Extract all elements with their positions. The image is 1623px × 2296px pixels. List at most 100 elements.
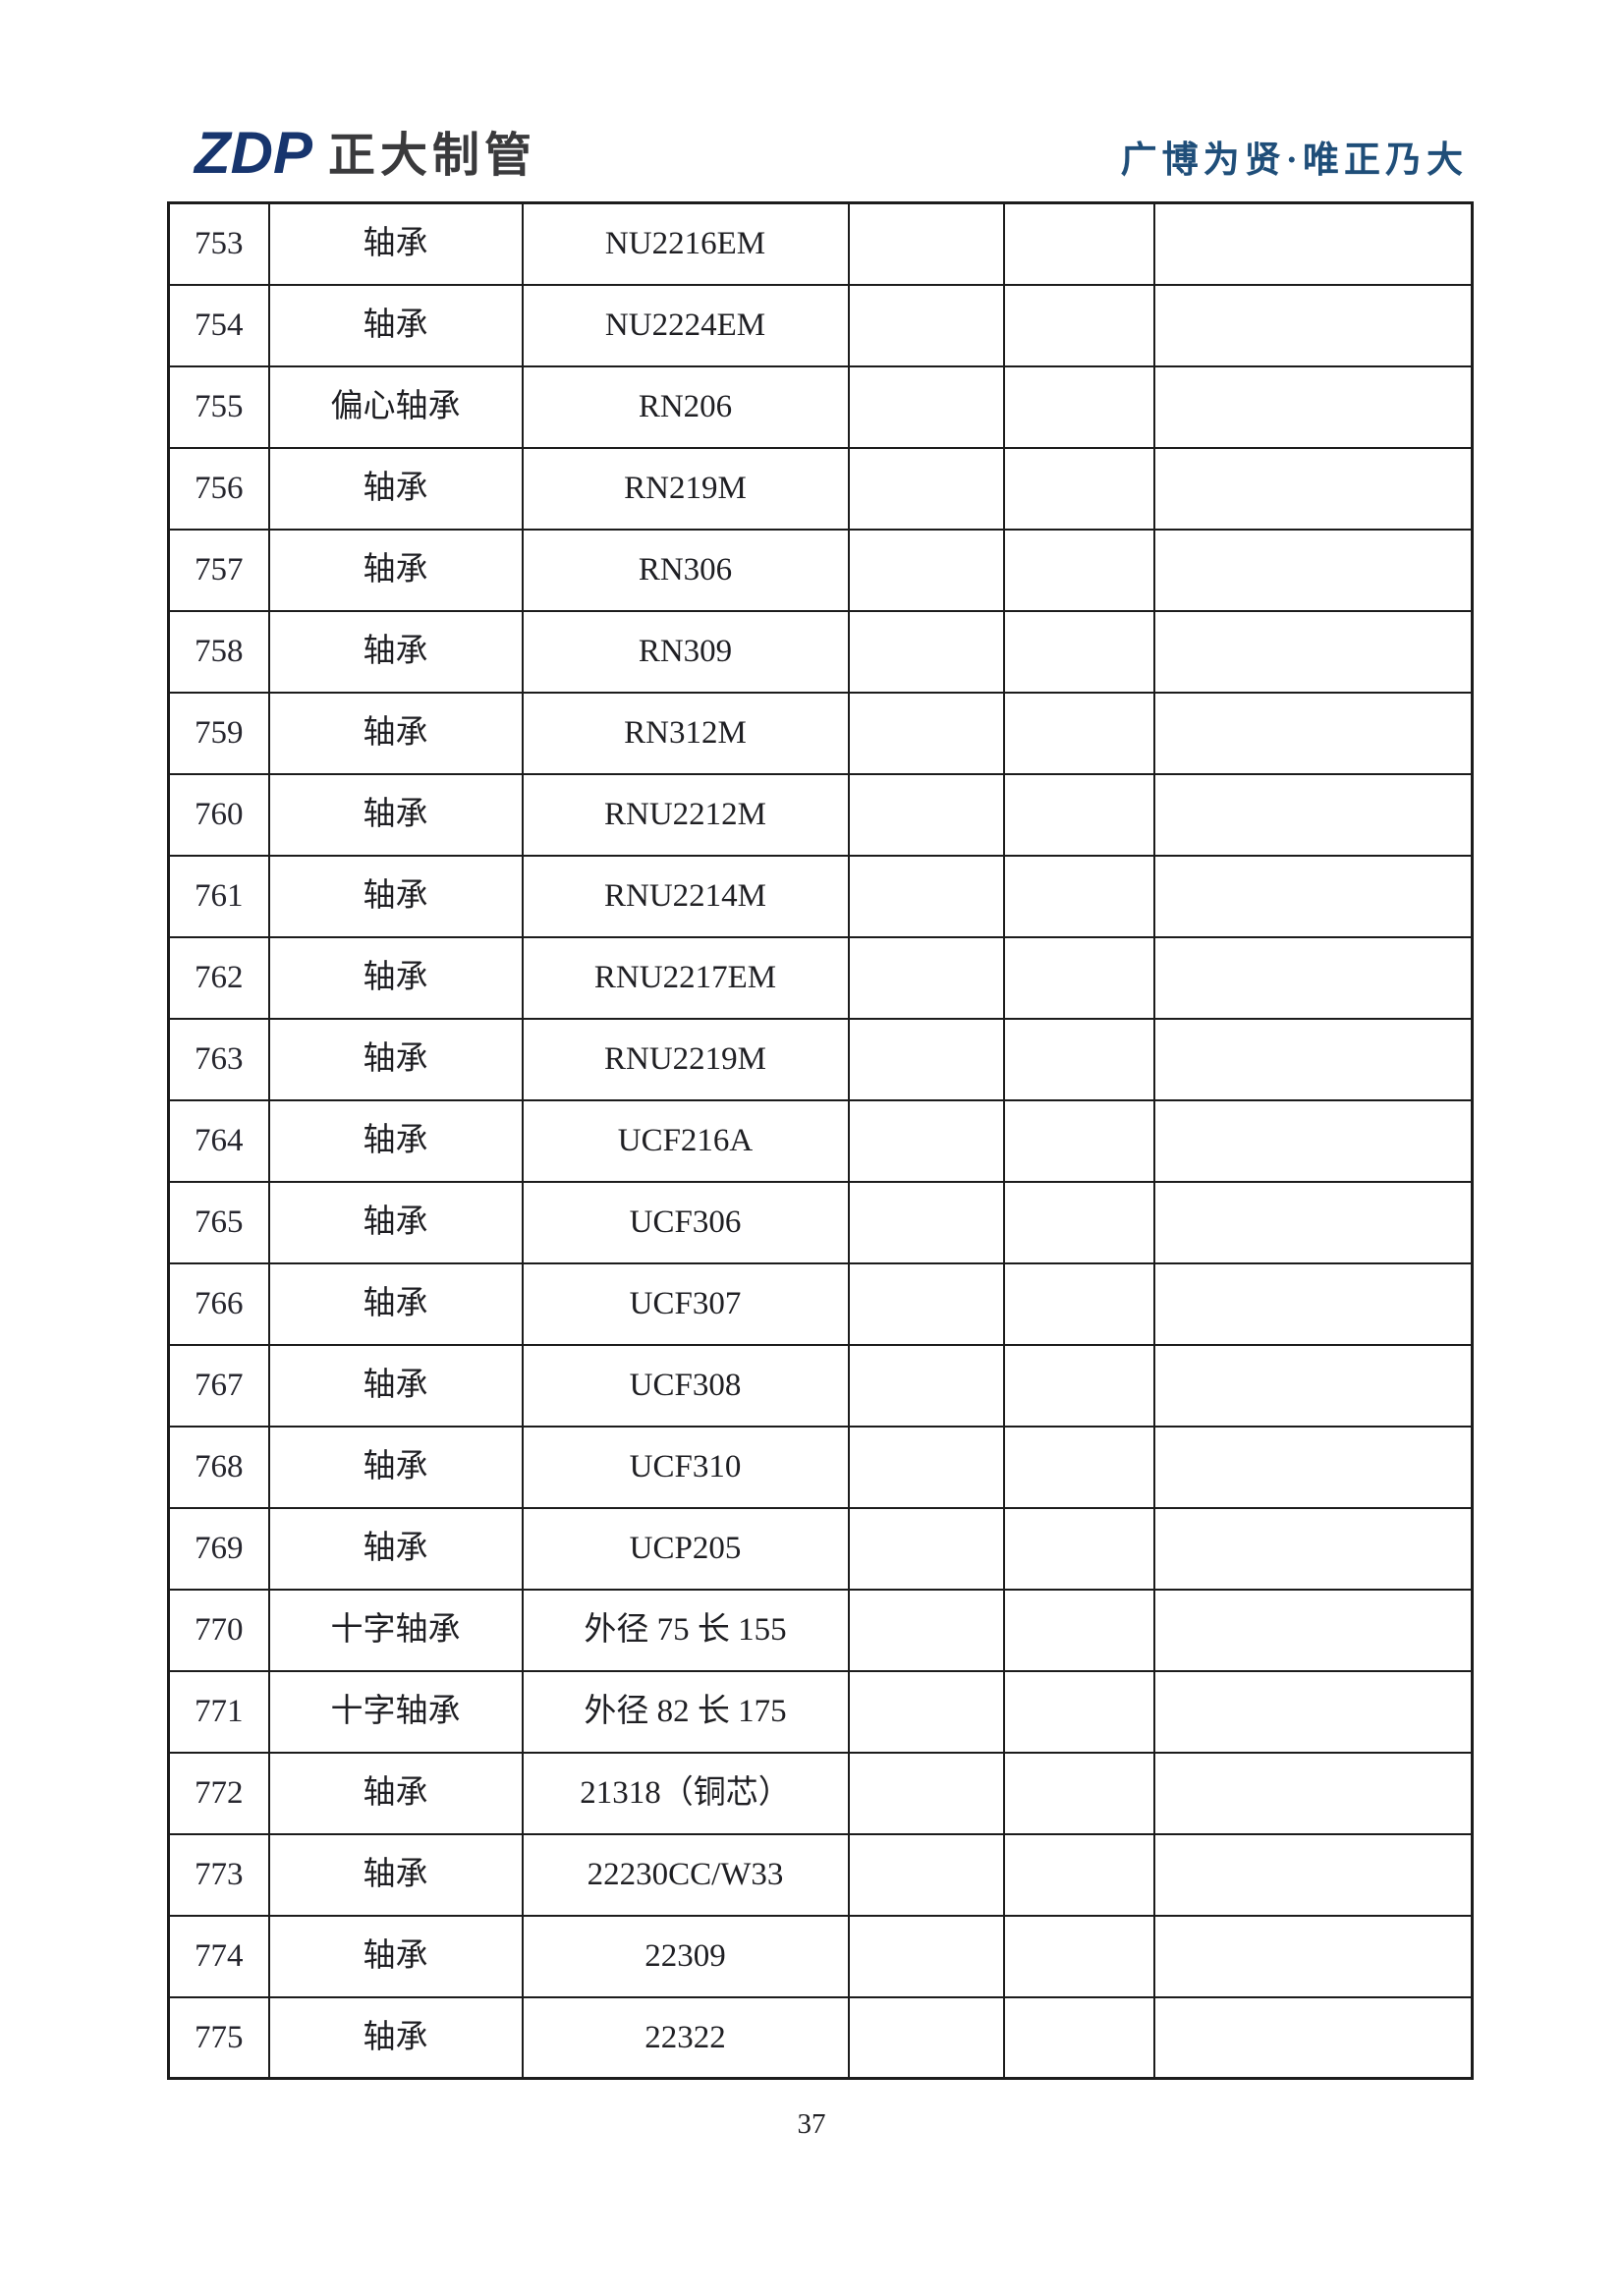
table-row: 759 轴承 RN312M <box>167 691 1474 775</box>
row-number-cell: 762 <box>167 935 270 1020</box>
empty-cell-3 <box>1152 772 1474 857</box>
empty-cell-3 <box>1152 1261 1474 1346</box>
item-name-cell: 轴承 <box>267 1995 524 2080</box>
empty-cell-3 <box>1152 854 1474 938</box>
empty-cell-2 <box>1002 528 1155 612</box>
item-name-cell: 轴承 <box>267 1098 524 1183</box>
item-model-cell: RN219M <box>521 446 850 531</box>
row-number-cell: 756 <box>167 446 270 531</box>
empty-cell-3 <box>1152 935 1474 1020</box>
item-model-cell: RNU2212M <box>521 772 850 857</box>
empty-cell-1 <box>847 1914 1005 1998</box>
item-model-cell: RNU2214M <box>521 854 850 938</box>
empty-cell-3 <box>1152 446 1474 531</box>
empty-cell-2 <box>1002 1751 1155 1835</box>
empty-cell-1 <box>847 364 1005 449</box>
item-name-cell: 十字轴承 <box>267 1588 524 1672</box>
item-model-cell: 22322 <box>521 1995 850 2080</box>
item-model-cell: 22309 <box>521 1914 850 1998</box>
empty-cell-2 <box>1002 1588 1155 1672</box>
empty-cell-1 <box>847 446 1005 531</box>
logo-zdp-text: ZDP <box>195 120 312 186</box>
empty-cell-3 <box>1152 201 1474 286</box>
empty-cell-2 <box>1002 283 1155 367</box>
empty-cell-2 <box>1002 772 1155 857</box>
item-name-cell: 轴承 <box>267 201 524 286</box>
table-row: 772 轴承 21318（铜芯） <box>167 1751 1474 1835</box>
empty-cell-3 <box>1152 1832 1474 1917</box>
item-name-cell: 轴承 <box>267 283 524 367</box>
item-model-cell: RNU2217EM <box>521 935 850 1020</box>
empty-cell-2 <box>1002 1995 1155 2080</box>
item-model-cell: 21318（铜芯） <box>521 1751 850 1835</box>
item-name-cell: 十字轴承 <box>267 1669 524 1754</box>
item-model-cell: UCF308 <box>521 1343 850 1428</box>
item-name-cell: 轴承 <box>267 1914 524 1998</box>
table-row: 766 轴承 UCF307 <box>167 1261 1474 1346</box>
table-row: 760 轴承 RNU2212M <box>167 772 1474 857</box>
row-number-cell: 760 <box>167 772 270 857</box>
empty-cell-2 <box>1002 1425 1155 1509</box>
empty-cell-1 <box>847 609 1005 694</box>
empty-cell-3 <box>1152 1669 1474 1754</box>
empty-cell-1 <box>847 935 1005 1020</box>
empty-cell-1 <box>847 1098 1005 1183</box>
empty-cell-3 <box>1152 1914 1474 1998</box>
item-model-cell: 外径 82 长 175 <box>521 1669 850 1754</box>
table-row: 753 轴承 NU2216EM <box>167 201 1474 286</box>
table-row: 771 十字轴承 外径 82 长 175 <box>167 1669 1474 1754</box>
table-row: 757 轴承 RN306 <box>167 528 1474 612</box>
empty-cell-2 <box>1002 364 1155 449</box>
row-number-cell: 775 <box>167 1995 270 2080</box>
empty-cell-3 <box>1152 1017 1474 1101</box>
row-number-cell: 754 <box>167 283 270 367</box>
row-number-cell: 761 <box>167 854 270 938</box>
row-number-cell: 772 <box>167 1751 270 1835</box>
item-name-cell: 轴承 <box>267 1261 524 1346</box>
table-row: 770 十字轴承 外径 75 长 155 <box>167 1588 1474 1672</box>
item-name-cell: 轴承 <box>267 854 524 938</box>
table-row: 774 轴承 22309 <box>167 1914 1474 1998</box>
row-number-cell: 764 <box>167 1098 270 1183</box>
item-name-cell: 偏心轴承 <box>267 364 524 449</box>
row-number-cell: 763 <box>167 1017 270 1101</box>
empty-cell-1 <box>847 1669 1005 1754</box>
empty-cell-1 <box>847 1751 1005 1835</box>
row-number-cell: 758 <box>167 609 270 694</box>
empty-cell-1 <box>847 1180 1005 1264</box>
empty-cell-1 <box>847 1425 1005 1509</box>
company-slogan: 广博为贤·唯正乃大 <box>1120 140 1468 181</box>
item-name-cell: 轴承 <box>267 1425 524 1509</box>
item-model-cell: 22230CC/W33 <box>521 1832 850 1917</box>
empty-cell-3 <box>1152 283 1474 367</box>
item-model-cell: RNU2219M <box>521 1017 850 1101</box>
empty-cell-1 <box>847 1343 1005 1428</box>
table-row: 761 轴承 RNU2214M <box>167 854 1474 938</box>
row-number-cell: 765 <box>167 1180 270 1264</box>
item-name-cell: 轴承 <box>267 935 524 1020</box>
item-model-cell: RN306 <box>521 528 850 612</box>
item-name-cell: 轴承 <box>267 1832 524 1917</box>
empty-cell-1 <box>847 201 1005 286</box>
empty-cell-2 <box>1002 1261 1155 1346</box>
parts-table-body: 753 轴承 NU2216EM 754 轴承 NU2224EM 755 偏心轴承 RN206 75… <box>167 201 1474 2080</box>
empty-cell-2 <box>1002 446 1155 531</box>
logo-company-name: 正大制管 <box>328 130 537 183</box>
page-number: 37 <box>797 2108 826 2140</box>
row-number-cell: 755 <box>167 364 270 449</box>
item-model-cell: 外径 75 长 155 <box>521 1588 850 1672</box>
row-number-cell: 767 <box>167 1343 270 1428</box>
item-name-cell: 轴承 <box>267 772 524 857</box>
empty-cell-1 <box>847 1832 1005 1917</box>
empty-cell-2 <box>1002 1180 1155 1264</box>
table-row: 767 轴承 UCF308 <box>167 1343 1474 1428</box>
empty-cell-1 <box>847 1506 1005 1591</box>
table-row: 756 轴承 RN219M <box>167 446 1474 531</box>
row-number-cell: 773 <box>167 1832 270 1917</box>
empty-cell-3 <box>1152 1180 1474 1264</box>
table-row: 763 轴承 RNU2219M <box>167 1017 1474 1101</box>
empty-cell-3 <box>1152 1751 1474 1835</box>
table-row: 768 轴承 UCF310 <box>167 1425 1474 1509</box>
item-name-cell: 轴承 <box>267 528 524 612</box>
item-model-cell: RN312M <box>521 691 850 775</box>
